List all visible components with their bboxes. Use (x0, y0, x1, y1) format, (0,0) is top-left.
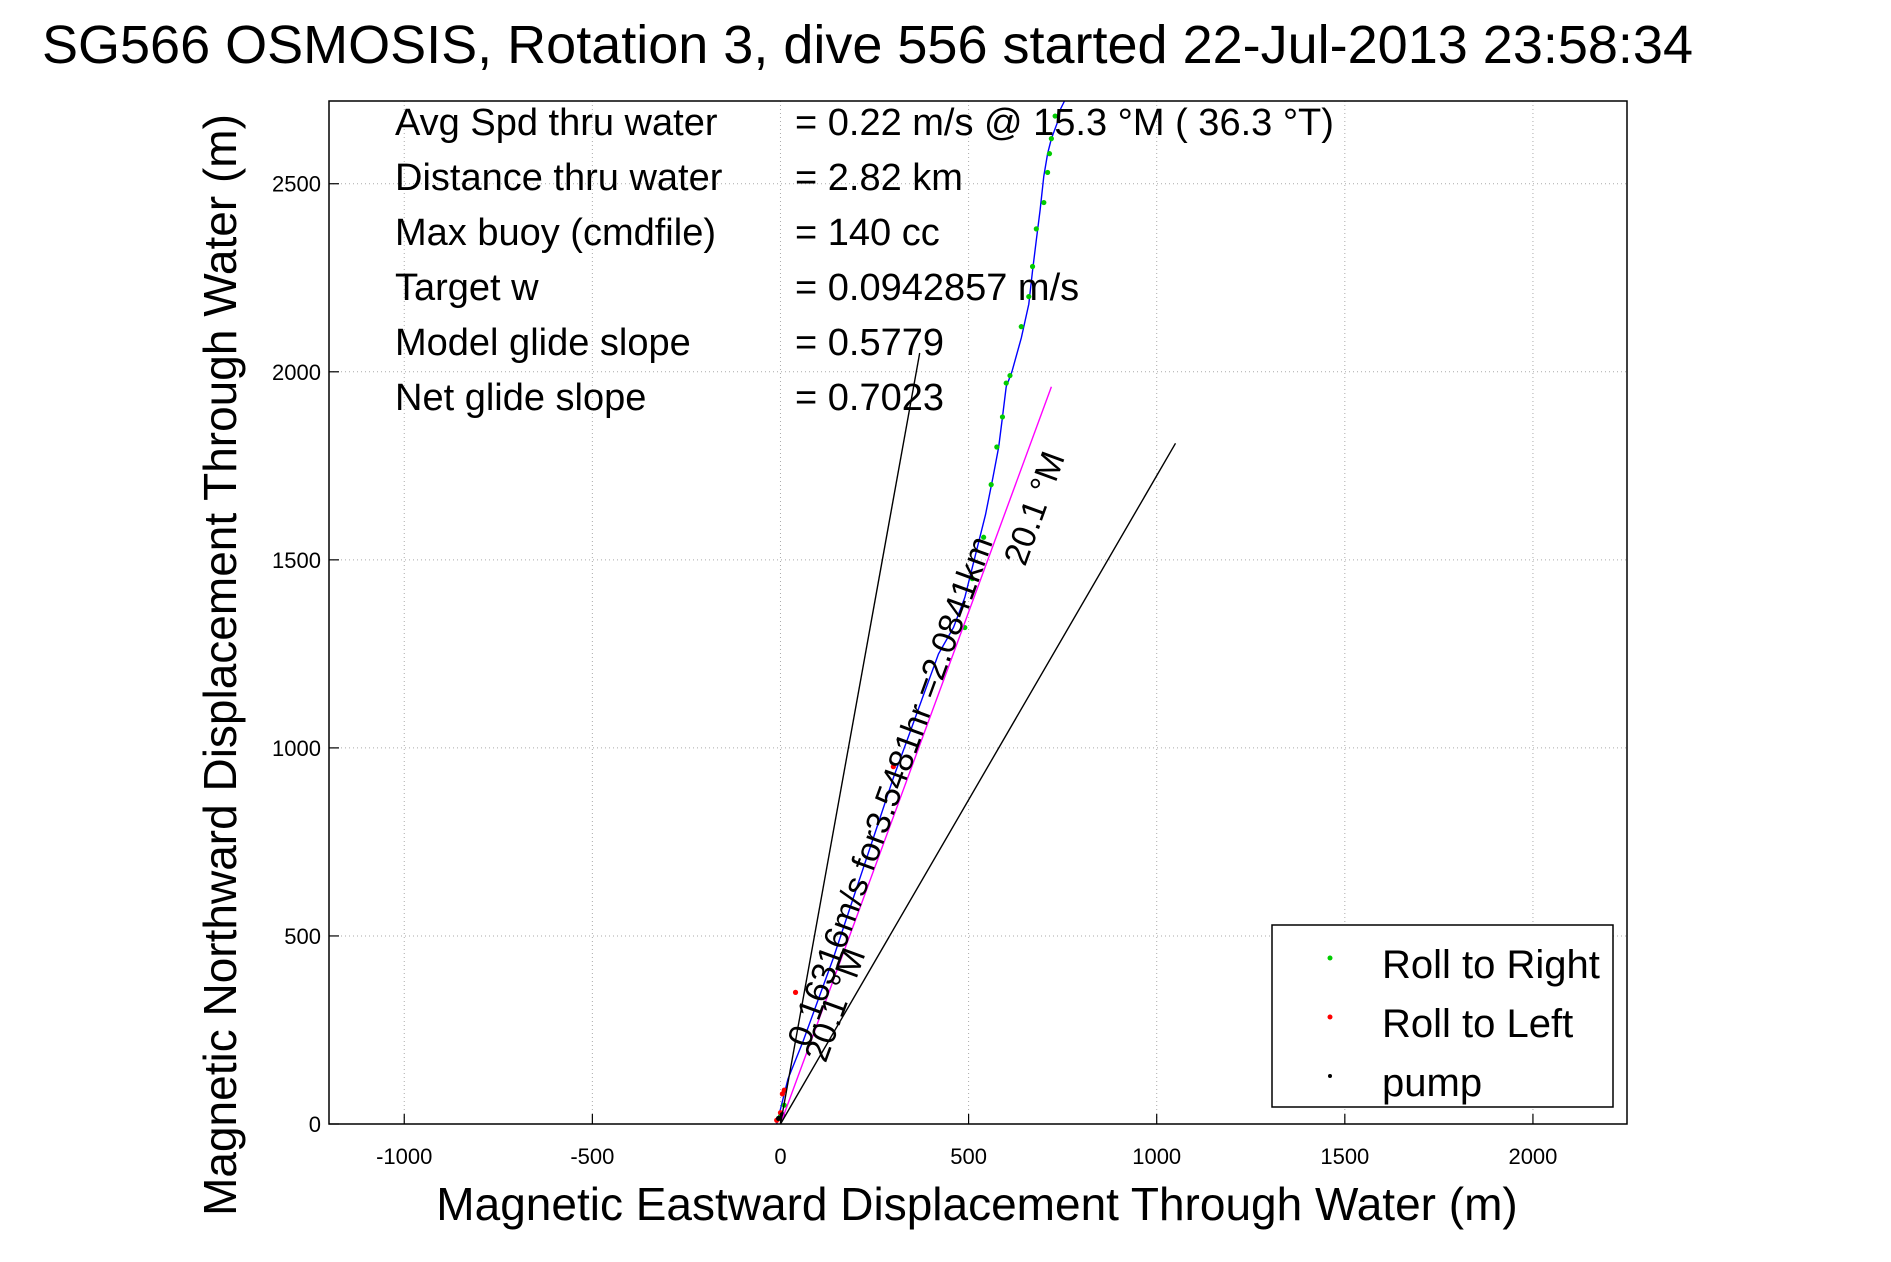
series-line-bound-left (779, 352, 921, 1125)
series-point-roll-to-left (781, 1087, 787, 1093)
stat-label: Model glide slope (395, 322, 691, 364)
series-point-roll-to-right (1029, 263, 1036, 270)
series-point-roll-to-right (1045, 169, 1051, 176)
series-point-roll-to-right (1018, 324, 1024, 330)
stat-label: Distance thru water (395, 157, 723, 199)
stat-label: Target w (395, 267, 539, 309)
stats-block: Avg Spd thru water = 0.22 m/s @ 15.3 °M (… (395, 102, 1334, 419)
series-point-roll-to-right (988, 482, 994, 488)
x-tick-label: -1000 (376, 1144, 432, 1169)
stat-value: = 0.22 m/s @ 15.3 °M ( 36.3 °T) (795, 102, 1334, 144)
x-axis-ticks: -1000 -500 0 500 1000 1500 2000 (376, 1114, 1557, 1169)
y-tick-label: 1500 (272, 548, 321, 573)
stat-value: = 0.7023 (795, 377, 944, 419)
legend-marker-pump (1328, 1074, 1332, 1078)
series-point-roll-to-right (1033, 226, 1039, 232)
series-line-bound-right (779, 442, 1177, 1125)
y-axis-ticks: 0 500 1000 1500 2000 2500 (272, 172, 339, 1137)
series-line-track (776, 100, 1066, 1125)
x-tick-label: 1000 (1132, 1144, 1181, 1169)
plot-area-frame (328, 100, 1628, 1125)
series-point-roll-to-right (1026, 293, 1032, 300)
series-point-roll-to-right (1046, 151, 1053, 157)
stat-value: = 0.5779 (795, 322, 944, 364)
y-tick-label: 2500 (272, 172, 321, 197)
series-point-roll-to-right (1003, 380, 1009, 386)
x-tick-label: -500 (570, 1144, 614, 1169)
series-point-roll-to-right (1007, 372, 1013, 379)
series-layer (774, 100, 1177, 1125)
x-axis-label: Magnetic Eastward Displacement Through W… (436, 1178, 1517, 1230)
legend: Roll to Right Roll to Left pump (1271, 924, 1614, 1108)
y-tick-label: 0 (309, 1112, 321, 1137)
legend-marker-roll-left (1327, 1014, 1333, 1020)
legend-label-roll-right: Roll to Right (1382, 943, 1600, 987)
stat-label: Avg Spd thru water (395, 102, 718, 144)
y-tick-label: 1000 (272, 736, 321, 761)
series-line-current (779, 386, 1053, 1125)
stat-label: Net glide slope (395, 377, 646, 419)
series-point-roll-to-left (792, 989, 799, 995)
series-point-roll-to-right (994, 444, 1000, 450)
series-point-roll-to-right (1048, 136, 1054, 142)
legend-label-pump: pump (1382, 1061, 1482, 1105)
x-tick-label: 2000 (1508, 1144, 1557, 1169)
series-point-roll-to-right (969, 576, 975, 582)
y-tick-label: 500 (284, 924, 321, 949)
x-tick-label: 0 (774, 1144, 786, 1169)
x-tick-label: 1500 (1320, 1144, 1369, 1169)
stat-value: = 0.0942857 m/s (795, 267, 1079, 309)
legend-label-roll-left: Roll to Left (1382, 1002, 1573, 1046)
y-axis-label: Magnetic Northward Displacement Through … (194, 114, 246, 1216)
series-point-roll-to-right (981, 534, 987, 540)
stat-value: = 2.82 km (795, 157, 963, 199)
series-point-roll-to-right (1052, 113, 1058, 119)
stat-label: Max buoy (cmdfile) (395, 212, 716, 254)
stat-value: = 140 cc (795, 212, 940, 254)
chart-title: SG566 OSMOSIS, Rotation 3, dive 556 star… (42, 15, 1693, 75)
series-point-roll-to-left (890, 764, 896, 770)
legend-marker-roll-right (1327, 955, 1333, 961)
series-point-roll-to-right (1041, 199, 1047, 206)
x-tick-label: 500 (950, 1144, 987, 1169)
y-tick-label: 2000 (272, 360, 321, 385)
series-point-roll-to-right (999, 414, 1006, 420)
